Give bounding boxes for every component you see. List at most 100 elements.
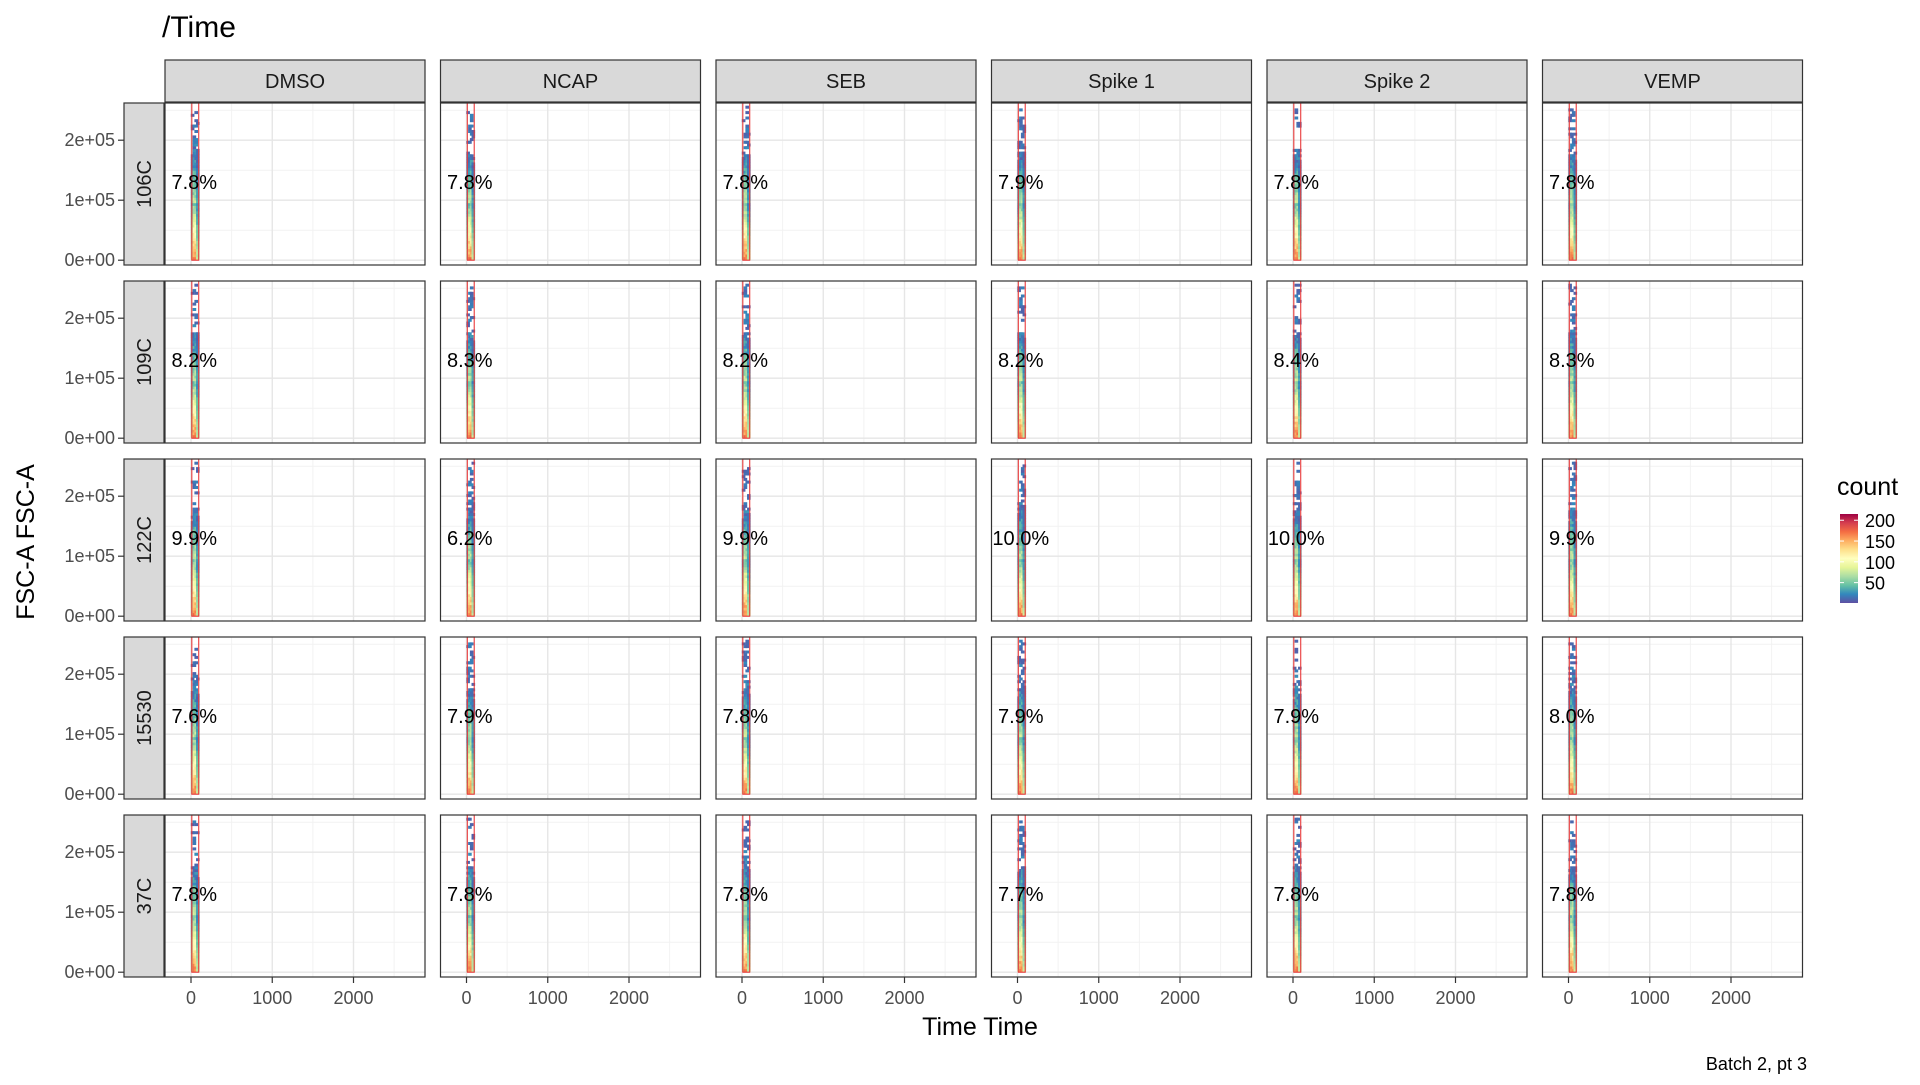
density-bin [745,127,749,130]
gate-percentage-label: 8.4% [1273,350,1319,372]
density-bin [1572,473,1576,476]
density-bin [1021,311,1025,314]
column-strip-label: DMSO [265,71,325,93]
density-bin [470,138,474,141]
density-bin [1295,651,1299,654]
facet-panel: 7.8% [1543,103,1803,265]
density-bin [1019,125,1023,128]
density-bin [470,119,474,122]
density-bin [1570,642,1574,645]
density-bin [468,308,472,311]
facet-panel: 7.8% [165,103,425,265]
density-bin [1295,659,1299,662]
density-bin [744,675,748,678]
gate-percentage-label: 8.2% [998,350,1044,372]
density-bin [744,286,748,289]
density-bin [194,138,198,141]
density-bin [1019,645,1023,648]
density-bin [1021,133,1025,136]
density-bin [193,303,197,306]
density-bin [468,481,472,484]
density-bin [1572,508,1576,511]
density-bin [194,513,198,516]
facet-panel: 8.3% [441,281,701,443]
density-bin [470,696,474,699]
density-bin [745,125,749,128]
density-bin [1019,678,1023,681]
gate-percentage-label: 7.8% [1273,172,1319,194]
gate-percentage-label: 7.8% [447,884,493,906]
density-bin [194,119,198,122]
density-bin [1572,675,1576,678]
density-bin [194,510,198,513]
density-bin [470,125,474,128]
density-bin [194,486,198,489]
density-bin [470,669,474,672]
column-strip-label: VEMP [1644,71,1701,93]
facet-panel: 7.9% [1267,637,1527,799]
density-bin [1295,675,1299,678]
density-bin [1019,303,1023,306]
density-bin [1295,322,1299,325]
gate-percentage-label: 9.9% [722,528,768,550]
density-bin [1295,691,1299,694]
y-tick-label: 1e+05 [64,724,115,744]
density-bin [470,483,474,486]
gate-percentage-label: 9.9% [171,528,217,550]
density-bin [745,313,749,316]
density-bin [470,661,474,664]
density-bin [1021,500,1025,503]
density-bin [468,467,472,470]
density-bin [468,319,472,322]
density-bin [1572,330,1576,333]
density-bin [744,473,748,476]
density-bin [1572,322,1576,325]
density-bin [470,510,474,513]
gate-percentage-label: 7.6% [171,706,217,728]
row-strip-label: 37C [134,878,156,915]
density-bin [1021,470,1025,473]
density-bin [1019,122,1023,125]
density-bin [468,297,472,300]
density-bin [1021,286,1025,289]
density-bin [470,500,474,503]
density-bin [470,845,474,848]
density-bin [193,686,197,689]
density-bin [194,316,198,319]
density-bin [1021,332,1025,335]
density-bin [744,653,748,656]
density-bin [193,820,197,823]
density-bin [1019,119,1023,122]
gate-percentage-label: 7.8% [722,706,768,728]
density-bin [1295,686,1299,689]
density-bin [1021,467,1025,470]
density-bin [1572,648,1576,651]
density-bin [745,470,749,473]
density-bin [1572,138,1576,141]
density-bin [1021,483,1025,486]
density-bin [1572,481,1576,484]
density-bin [194,866,198,869]
column-strip-label: NCAP [543,71,599,93]
density-bin [1570,494,1574,497]
density-bin [1296,486,1300,489]
density-bin [470,338,474,341]
density-bin [193,672,197,675]
density-bin [744,505,748,508]
density-bin [470,691,474,694]
facet-panel: 7.8% [716,815,976,977]
density-bin [194,300,198,303]
density-bin [1295,117,1299,120]
density-bin [1021,669,1025,672]
density-bin [1572,694,1576,697]
density-bin [1019,640,1023,643]
density-bin [193,502,197,505]
density-bin [1295,284,1299,287]
gate-percentage-label: 7.9% [447,706,493,728]
density-bin [744,292,748,295]
gate-percentage-label: 10.0% [1268,528,1325,550]
density-bin [470,295,474,298]
facet-panel: 7.8% [716,103,976,265]
density-bin [194,130,198,133]
